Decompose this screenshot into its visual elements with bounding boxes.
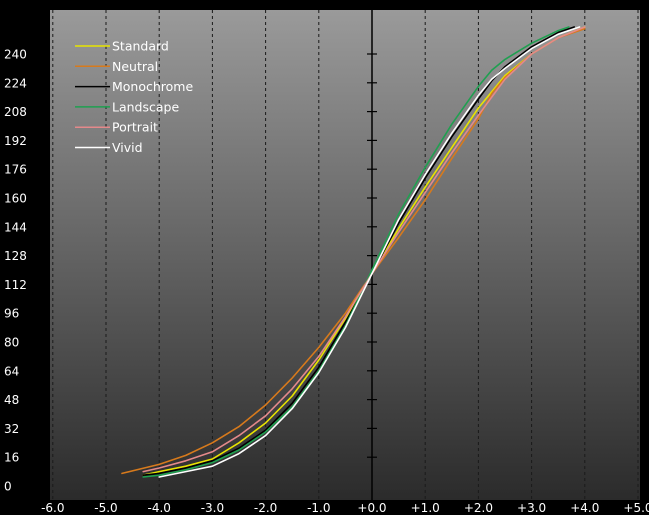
x-tick-label-4: -2.0 — [254, 501, 277, 515]
legend-label-monochrome: Monochrome — [112, 79, 193, 94]
y-tick-labels: 0 16 32 48 64 80 96 112 128 144 160 176 192 208 224 240 — [4, 48, 27, 494]
x-tick-label-5: -1.0 — [307, 501, 330, 515]
x-tick-label-10: +4.0 — [570, 501, 599, 515]
x-tick-label-8: +2.0 — [464, 501, 493, 515]
legend-label-neutral: Neutral — [112, 59, 158, 74]
y-tick-label-5: 80 — [4, 336, 19, 350]
x-tick-label-9: +3.0 — [517, 501, 546, 515]
y-tick-label-1: 16 — [4, 451, 19, 465]
legend-label-vivid: Vivid — [112, 140, 143, 155]
y-tick-label-3: 48 — [4, 393, 19, 407]
y-tick-label-2: 32 — [4, 422, 19, 436]
grid — [52, 10, 639, 500]
legend-label-portrait: Portrait — [112, 120, 158, 135]
plot-area — [50, 10, 640, 500]
series-line-portrait — [142, 26, 586, 473]
axes — [367, 10, 377, 500]
series-lines — [121, 26, 586, 478]
y-tick-label-0: 0 — [4, 480, 12, 494]
y-tick-label-14: 224 — [4, 76, 27, 90]
y-tick-label-7: 112 — [4, 278, 27, 292]
y-tick-label-9: 144 — [4, 220, 27, 234]
series-line-vivid — [158, 26, 581, 478]
x-tick-labels: -6.0 -5.0 -4.0 -3.0 -2.0 -1.0 +0.0 +1.0 +2.0 +3.0… — [41, 501, 649, 515]
y-tick-label-10: 160 — [4, 192, 27, 206]
legend: Standard Neutral Monochrome Landscape Portra… — [75, 39, 193, 155]
x-tick-label-3: -3.0 — [201, 501, 224, 515]
x-tick-label-0: -6.0 — [41, 501, 64, 515]
y-tick-label-12: 192 — [4, 134, 27, 148]
x-tick-label-11: +5.0 — [623, 501, 649, 515]
x-tick-label-6: +0.0 — [357, 501, 386, 515]
y-tick-label-15: 240 — [4, 48, 27, 62]
y-tick-label-8: 128 — [4, 249, 27, 263]
legend-label-standard: Standard — [112, 39, 169, 54]
x-tick-label-1: -5.0 — [94, 501, 117, 515]
y-tick-label-4: 64 — [4, 364, 19, 378]
y-tick-label-13: 208 — [4, 105, 27, 119]
x-tick-label-7: +1.0 — [411, 501, 440, 515]
y-tick-label-6: 96 — [4, 307, 19, 321]
series-line-landscape — [142, 26, 570, 478]
x-tick-label-2: -4.0 — [147, 501, 170, 515]
y-tick-label-11: 176 — [4, 163, 27, 177]
legend-label-landscape: Landscape — [112, 99, 179, 114]
